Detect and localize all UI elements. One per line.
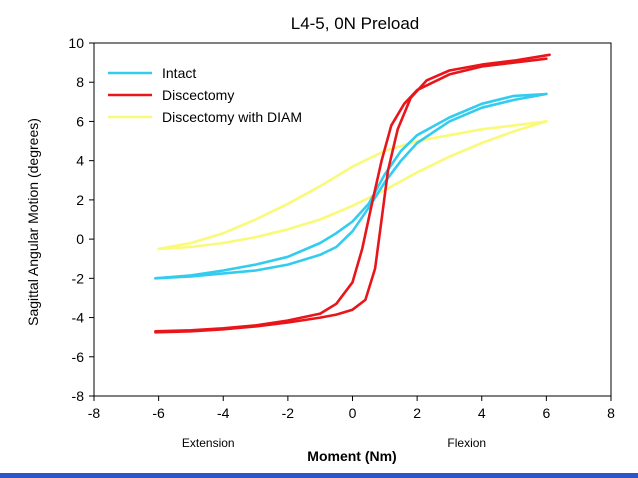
- y-tick-label: -2: [72, 270, 85, 286]
- x-axis-label: Moment (Nm): [307, 448, 396, 464]
- annotation-extension: Extension: [182, 436, 235, 450]
- legend-label-discectomy: Discectomy: [162, 87, 234, 103]
- y-tick-label: 10: [68, 35, 84, 51]
- legend-label-discectomy-with-diam: Discectomy with DIAM: [162, 109, 302, 125]
- x-tick-label: 6: [542, 405, 550, 421]
- x-tick-label: -2: [282, 405, 295, 421]
- x-tick-label: 2: [413, 405, 421, 421]
- series-line-discectomy: [154, 53, 551, 334]
- y-tick-label: 8: [76, 74, 84, 90]
- legend: Intact Discectomy Discectomy with DIAM: [108, 65, 302, 125]
- series-line-discectomy-with-diam: [157, 120, 548, 251]
- y-tick-label: 0: [76, 231, 84, 247]
- y-tick-label: 2: [76, 192, 84, 208]
- series-line-discectomy-with-diam: [157, 120, 548, 251]
- x-tick-label: 4: [478, 405, 486, 421]
- bottom-accent-bar: [0, 473, 638, 478]
- axes: [89, 42, 612, 401]
- y-tick-label: -8: [72, 388, 85, 404]
- x-tick-label: -4: [217, 405, 230, 421]
- y-tick-label: -4: [72, 310, 85, 326]
- series-layer: [154, 53, 551, 334]
- y-tick-label: 6: [76, 113, 84, 129]
- x-tick-label: -6: [152, 405, 165, 421]
- series-line-intact: [154, 92, 548, 280]
- x-tick-label: 8: [607, 405, 615, 421]
- y-tick-label: -6: [72, 349, 85, 365]
- series-line-intact: [154, 92, 548, 280]
- legend-label-intact: Intact: [162, 65, 196, 81]
- annotations: Extension Flexion: [182, 436, 486, 450]
- x-tick-label: -8: [88, 405, 101, 421]
- tick-labels: -8 -6 -4 -2 0 2 4 6 8 -8 -6 -4 -2 0 2 4 6 8 10: [68, 35, 615, 421]
- annotation-flexion: Flexion: [447, 436, 486, 450]
- y-axis-label: Sagittal Angular Motion (degrees): [25, 118, 41, 326]
- chart-title: L4-5, 0N Preload: [291, 14, 420, 33]
- x-tick-label: 0: [349, 405, 357, 421]
- y-tick-label: 4: [76, 153, 84, 169]
